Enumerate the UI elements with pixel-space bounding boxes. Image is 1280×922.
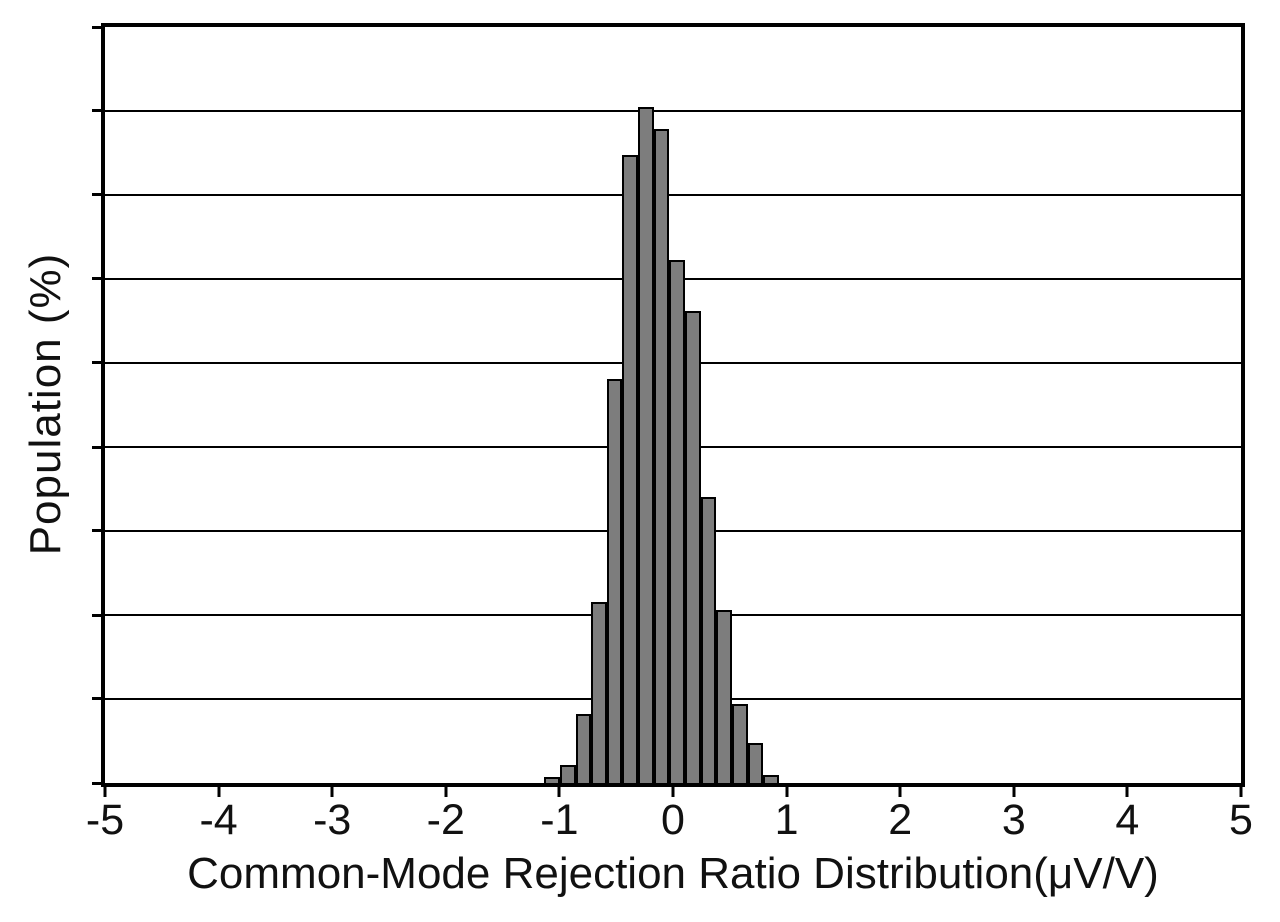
y-tick: [92, 697, 105, 701]
x-tick: [1239, 783, 1243, 797]
histogram-bar: [622, 154, 639, 783]
histogram-bar: [591, 602, 607, 783]
y-tick: [92, 445, 105, 449]
x-tick: [671, 783, 675, 797]
histogram-bar: [575, 714, 592, 783]
histogram-bar: [653, 129, 670, 783]
x-tick-label: 4: [1115, 796, 1140, 844]
histogram-bar: [731, 704, 748, 783]
x-tick: [217, 783, 221, 797]
gridline: [105, 109, 1241, 112]
plot-area: [92, 23, 1245, 797]
histogram-bar: [747, 742, 764, 783]
x-tick-label: -4: [199, 796, 238, 844]
y-tick: [92, 613, 105, 617]
histogram-bar: [669, 259, 686, 783]
x-axis-tick-labels: -5 -4 -3 -2 -1 0 1 2 3 4 5: [86, 796, 1253, 846]
histogram-bar: [638, 106, 654, 783]
y-tick: [92, 25, 105, 29]
x-tick: [1012, 783, 1016, 797]
x-axis-title: Common-Mode Rejection Ratio Distribution…: [187, 849, 1159, 898]
x-tick: [330, 783, 334, 797]
histogram-bar: [685, 310, 701, 783]
histogram-bar: [559, 764, 576, 783]
x-tick-label: -3: [313, 796, 352, 844]
x-tick: [444, 783, 448, 797]
x-tick-label: 0: [661, 796, 685, 844]
x-tick: [1125, 783, 1129, 797]
y-tick: [92, 193, 105, 197]
x-tick-label: -5: [85, 796, 125, 844]
y-tick: [92, 781, 105, 785]
histogram-bar: [606, 378, 623, 783]
histogram-bar: [544, 777, 560, 783]
x-tick: [557, 783, 561, 797]
x-tick-label: 3: [1001, 796, 1026, 844]
gridline: [105, 193, 1241, 196]
y-tick: [92, 277, 105, 281]
x-tick: [898, 783, 902, 797]
y-tick: [92, 361, 105, 365]
x-tick-label: 1: [774, 796, 799, 844]
x-tick-label: 2: [888, 796, 913, 844]
x-tick-label: -2: [426, 796, 465, 844]
histogram-bar: [700, 496, 717, 783]
x-tick: [785, 783, 789, 797]
histogram-bar: [716, 609, 732, 783]
x-tick: [103, 783, 107, 797]
y-axis-label: Population (%): [21, 252, 70, 556]
histogram-bar: [763, 775, 779, 783]
x-tick-label: 5: [1229, 796, 1253, 844]
x-tick-label: -1: [540, 796, 579, 844]
y-tick: [92, 109, 105, 113]
y-tick: [92, 529, 105, 533]
